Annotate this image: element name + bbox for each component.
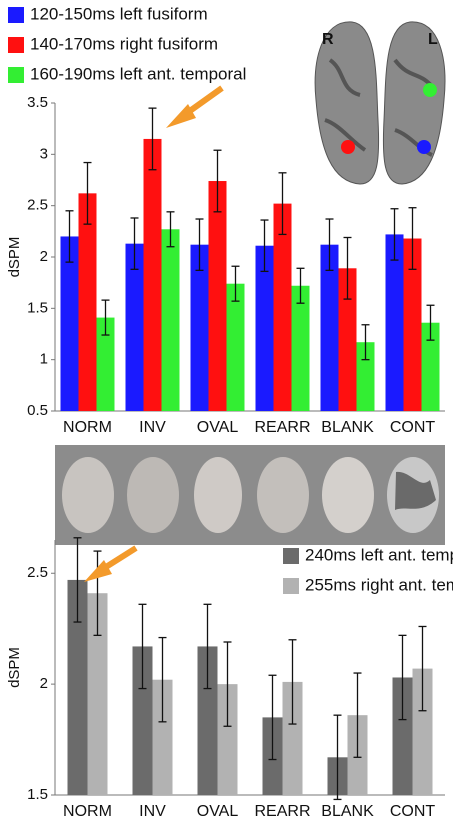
bar — [421, 322, 440, 411]
legend-label: 120-150ms left fusiform — [30, 4, 208, 23]
y-tick-label: 3.5 — [27, 94, 48, 111]
arrow-head — [84, 560, 112, 582]
bar — [338, 268, 357, 411]
y-tick-label: 2.5 — [27, 197, 48, 214]
bar — [217, 684, 238, 795]
legend-swatch — [8, 67, 24, 83]
bar — [412, 668, 433, 795]
y-tick-label: 2 — [40, 675, 48, 692]
bottom-chart: 1.5 2 2.5 dSPM NORM INV OVAL REARR BLANK CONT 240m… — [6, 537, 453, 820]
x-tick-label: OVAL — [197, 419, 239, 436]
bar — [255, 245, 274, 411]
legend-swatch — [8, 7, 24, 23]
bar — [143, 138, 162, 411]
bar — [226, 283, 245, 411]
y-tick-label: 2 — [40, 248, 48, 265]
legend-swatch — [8, 37, 24, 53]
top-chart: 0.5 1 1.5 2 2.5 3 3.5 dSPM NORM INV OVAL REARR BLANK… — [6, 4, 445, 436]
bar — [96, 317, 115, 411]
x-tick-label: INV — [139, 419, 166, 436]
legend-swatch — [283, 548, 299, 564]
x-tick-label: NORM — [63, 803, 112, 820]
brain: R L — [314, 21, 446, 185]
bar — [67, 579, 88, 795]
x-tick-label: REARR — [254, 803, 310, 820]
bar — [125, 243, 144, 411]
legend-label: 255ms right ant. temporal — [305, 575, 453, 594]
bar — [161, 229, 180, 411]
bar — [385, 234, 404, 411]
bar — [356, 342, 375, 411]
x-tick-label: CONT — [390, 419, 436, 436]
bar — [132, 646, 153, 795]
arrow-head — [166, 104, 196, 128]
bar — [60, 236, 79, 411]
bar — [403, 238, 422, 411]
x-tick-label: CONT — [390, 803, 436, 820]
bar — [320, 244, 339, 411]
bar — [87, 593, 108, 795]
brain-label: L — [428, 31, 438, 48]
y-tick-label: 0.5 — [27, 402, 48, 419]
bar — [152, 679, 173, 795]
legend-label: 240ms left ant. temporal — [305, 545, 453, 564]
x-tick-label: INV — [139, 803, 166, 820]
x-tick-label: BLANK — [321, 419, 374, 436]
bar — [273, 203, 292, 411]
bar — [190, 244, 209, 411]
bar — [208, 181, 227, 411]
y-tick-label: 2.5 — [27, 564, 48, 581]
legend-label: 160-190ms left ant. temporal — [30, 64, 246, 83]
legend-swatch — [283, 578, 299, 594]
y-axis-label: dSPM — [6, 237, 23, 278]
legend-label: 140-170ms right fusiform — [30, 34, 218, 53]
y-axis-label: dSPM — [6, 647, 23, 688]
y-tick-label: 1.5 — [27, 786, 48, 803]
bar — [197, 646, 218, 795]
x-tick-label: OVAL — [197, 803, 239, 820]
bar — [392, 677, 413, 795]
x-tick-label: REARR — [254, 419, 310, 436]
bar — [291, 285, 310, 411]
x-tick-label: NORM — [63, 419, 112, 436]
bar — [282, 681, 303, 795]
y-tick-label: 3 — [40, 145, 48, 162]
x-tick-label: BLANK — [321, 803, 374, 820]
y-tick-label: 1 — [40, 351, 48, 368]
bar — [78, 193, 97, 411]
brain-label: R — [322, 31, 334, 48]
y-tick-label: 1.5 — [27, 299, 48, 316]
face-strip — [55, 445, 445, 545]
